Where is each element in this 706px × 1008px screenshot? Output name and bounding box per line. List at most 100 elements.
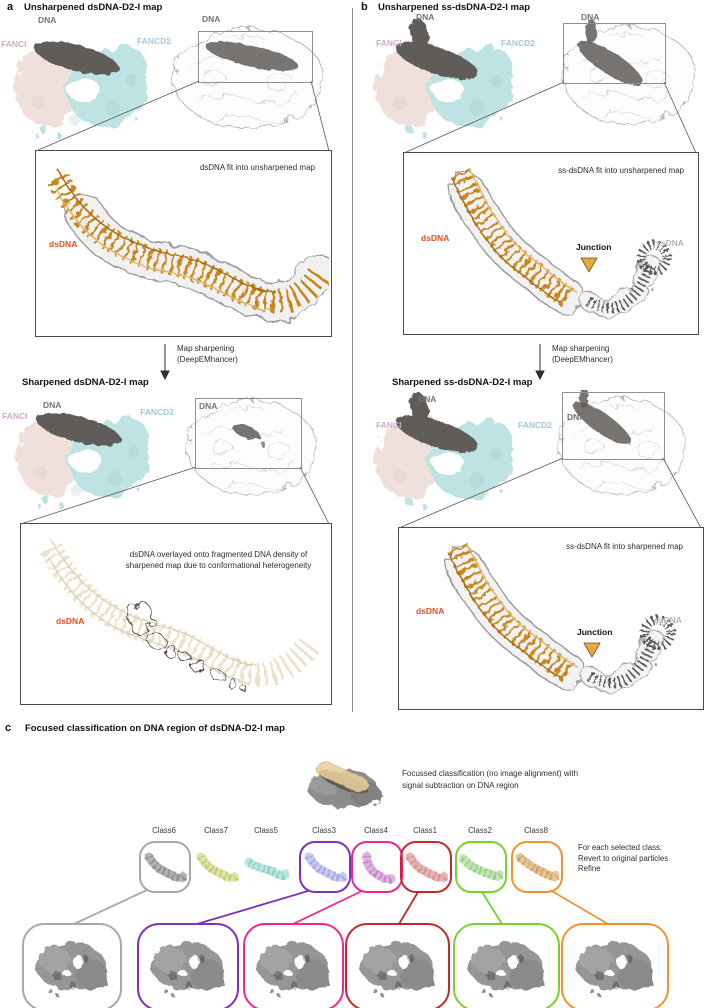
inset-dsdna-sharpened: dsDNA overlayed onto fragmented DNA dens…: [20, 523, 332, 705]
unsharpened-ssdsdna-map-outline: [556, 18, 704, 140]
ssdna-label: ssDNA: [656, 238, 684, 248]
class-label: Class7: [204, 826, 228, 835]
inset-ssdsdna-unsharpened: ss-dsDNA fit into unsharpened map dsDNA …: [403, 152, 699, 335]
panel-c-letter: c: [5, 722, 12, 734]
class-item-class3: Class3: [296, 826, 352, 900]
class-label: Class4: [364, 826, 388, 835]
class-label: Class1: [413, 826, 437, 835]
class-density-icon: [458, 854, 503, 881]
result-box-class4: [243, 923, 344, 1008]
class-item-class2: Class2: [452, 826, 508, 900]
sharpened-dsdna-map-outline: [180, 392, 325, 510]
inset-caption: ss-dsDNA fit into unsharpened map: [558, 166, 684, 175]
fancd2-label: FANCD2: [518, 420, 553, 430]
inset-caption: ss-dsDNA fit into sharpened map: [566, 542, 683, 551]
panel-c-title: Focused classification on DNA region of …: [25, 723, 285, 734]
dsdna-density-render: [36, 151, 329, 334]
panel-a-title: Unsharpened dsDNA-D2-I map: [24, 2, 163, 13]
panel-b-sharpened-title: Sharpened ss-dsDNA-D2-I map: [392, 377, 533, 388]
class-density-icon: [196, 852, 239, 883]
sharpened-ssdsdna-map-colored: [368, 392, 526, 512]
dna-zoom-rect: [195, 398, 302, 469]
fanci-label: FANCI: [376, 420, 402, 430]
fancd2-label: FANCD2: [137, 36, 172, 46]
note-line3: Refine: [578, 864, 601, 873]
caption-line1: dsDNA overlayed onto fragmented DNA dens…: [129, 550, 308, 559]
dna-label: DNA: [581, 12, 600, 22]
panel-b-title: Unsharpened ss-dsDNA-D2-I map: [378, 2, 531, 13]
selected-class-note: For each selected class: Revert to origi…: [578, 843, 668, 875]
class-ring: [455, 841, 507, 893]
class-label: Class6: [152, 826, 176, 835]
unsharpened-ssdsdna-map-colored: [368, 18, 526, 140]
fancd2-label: FANCD2: [501, 38, 536, 48]
class-label: Class8: [524, 826, 548, 835]
step-line2: (DeepEMhancer): [552, 354, 613, 364]
class-label: Class2: [468, 826, 492, 835]
refined-map-render: [460, 931, 551, 1001]
class-ring: [400, 841, 452, 893]
junction-label: Junction: [577, 627, 613, 637]
map-sharpening-step: Map sharpening (DeepEMhancer): [552, 344, 613, 365]
refined-map-render: [28, 931, 114, 1001]
focus-line1: Focussed classification (no image alignm…: [402, 769, 579, 778]
step-line1: Map sharpening: [552, 344, 610, 353]
inset-caption: dsDNA overlayed onto fragmented DNA dens…: [111, 550, 326, 571]
inset-dsdna-unsharpened: dsDNA fit into unsharpened map dsDNA: [35, 150, 332, 337]
refined-map-render: [352, 931, 441, 1001]
fanci-label: FANCI: [376, 38, 402, 48]
class-item-class6: Class6: [136, 826, 192, 900]
result-box-class2: [453, 923, 560, 1008]
class-label: Class5: [254, 826, 278, 835]
class-item-class5: Class5: [238, 826, 294, 900]
fancd2-label: FANCD2: [140, 407, 175, 417]
dna-zoom-rect: [563, 23, 666, 84]
junction-arrow-icon: [583, 642, 601, 658]
class-ring: [511, 841, 563, 893]
note-line2: Revert to original particles: [578, 853, 669, 863]
result-box-class3: [137, 923, 239, 1008]
class-density-icon: [144, 852, 187, 883]
dna-zoom-rect: [198, 31, 313, 83]
dna-label: DNA: [202, 14, 221, 24]
junction-arrow-icon: [580, 257, 598, 273]
refined-map-render: [568, 931, 660, 1001]
class-item-class7: Class7: [188, 826, 244, 900]
inset-ssdsdna-sharpened: ss-dsDNA fit into sharpened map dsDNA Ju…: [398, 527, 704, 710]
class-label: Class3: [312, 826, 336, 835]
class-density-icon: [515, 853, 559, 881]
dna-label: DNA: [199, 401, 218, 411]
class-density-icon: [405, 852, 448, 883]
result-box-class1: [345, 923, 450, 1008]
class-item-class1: Class1: [397, 826, 453, 900]
unsharpened-dsdna-map-outline: [165, 20, 333, 144]
map-sharpening-step: Map sharpening (DeepEMhancer): [177, 344, 238, 365]
refined-map-render: [143, 931, 231, 1001]
dsdna-label: dsDNA: [416, 606, 445, 616]
dsdna-label: dsDNA: [56, 616, 85, 626]
class-density-icon: [304, 852, 347, 883]
class-ring: [139, 841, 191, 893]
step-line2: (DeepEMhancer): [177, 354, 238, 364]
dna-label: DNA: [38, 15, 57, 25]
focus-line2: signal subtraction on DNA region: [402, 780, 519, 790]
inset-caption: dsDNA fit into unsharpened map: [199, 163, 315, 172]
refined-map-render: [249, 931, 336, 1001]
class-density-icon: [362, 851, 396, 884]
class-ring: [351, 841, 403, 893]
class-density-icon: [244, 858, 289, 880]
junction-label: Junction: [576, 242, 612, 252]
fanci-label: FANCI: [1, 39, 27, 49]
result-box-class8: [561, 923, 669, 1008]
dsdna-label: dsDNA: [421, 233, 450, 243]
panel-b-letter: b: [361, 1, 368, 13]
focus-classification-text: Focussed classification (no image alignm…: [402, 768, 578, 791]
dna-label: DNA: [567, 412, 586, 422]
panel-a-sharpened-title: Sharpened dsDNA-D2-I map: [22, 377, 149, 388]
class-item-class4: Class4: [348, 826, 404, 900]
dna-label: DNA: [416, 12, 435, 22]
caption-line2: sharpened map due to conformational hete…: [125, 560, 312, 570]
dna-zoom-rect: [562, 392, 665, 460]
dna-label: DNA: [418, 394, 437, 404]
